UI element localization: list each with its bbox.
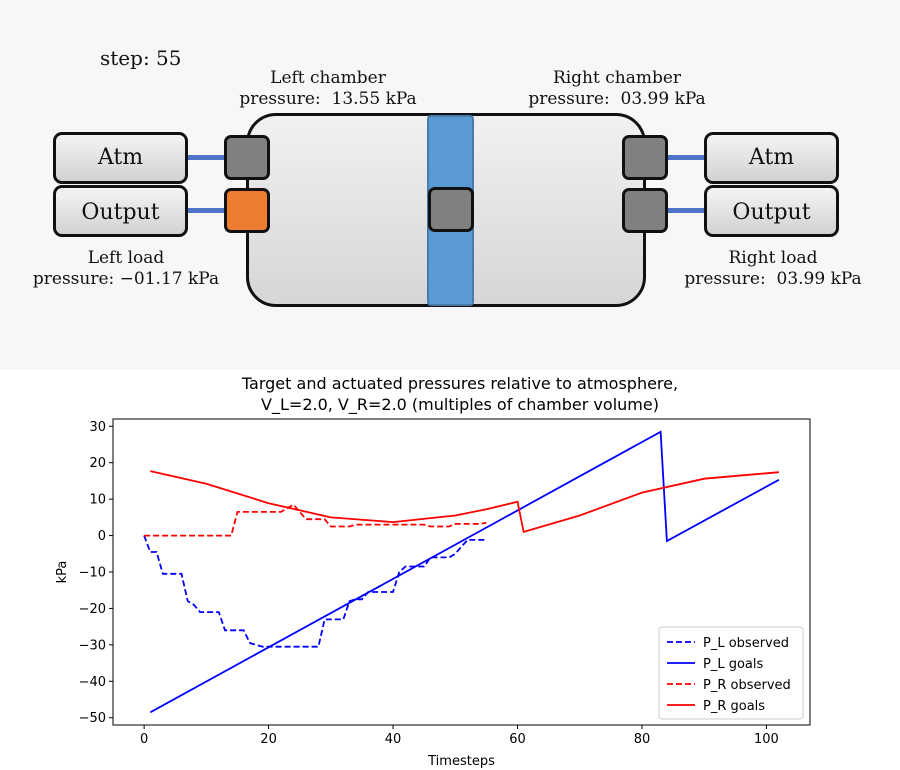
y-tick-label: 0	[98, 529, 106, 544]
left-atm-box: Atm	[53, 132, 188, 184]
y-tick-label: −50	[79, 711, 106, 726]
right-atm-pipe	[666, 155, 706, 160]
series-line-p_r-goals	[150, 470, 779, 534]
left-output-pipe	[186, 208, 226, 213]
legend-box	[658, 626, 804, 720]
right-chamber-pressure: Right chamber pressure: 03.99 kPa	[528, 68, 706, 109]
pressure-chart: Target and actuated pressures relative t…	[55, 374, 811, 769]
right-output-box: Output	[704, 185, 839, 237]
x-tick-label: 60	[509, 732, 526, 747]
right-atm-box: Atm	[704, 132, 839, 184]
y-tick-label: −20	[79, 602, 106, 617]
step-counter: step: 55	[100, 46, 182, 70]
right-atm-valve	[622, 135, 668, 180]
y-axis-label: kPa	[55, 561, 70, 584]
legend-label: P_L goals	[703, 657, 763, 672]
left-output-valve-active	[224, 188, 270, 233]
y-tick-label: −10	[79, 566, 106, 581]
legend-label: P_R goals	[703, 699, 765, 714]
piston-center-block	[428, 187, 474, 232]
right-load-pressure: Right load pressure: 03.99 kPa	[684, 248, 862, 289]
y-tick-label: 30	[89, 420, 106, 435]
x-tick-label: 80	[634, 732, 651, 747]
chart-title-line: Target and actuated pressures relative t…	[241, 374, 678, 393]
right-output-valve	[622, 188, 668, 233]
series-line-p_l-goals	[149, 430, 780, 714]
legend-label: P_L observed	[703, 636, 789, 651]
x-tick-label: 20	[260, 732, 277, 747]
legend-label: P_R observed	[703, 678, 791, 693]
y-tick-label: −40	[79, 675, 106, 690]
series-line-p_r-observed	[144, 503, 487, 537]
simulation-panel: step: 55 Left chamber pressure: 13.55 kP…	[0, 0, 900, 370]
y-tick-label: 10	[89, 493, 106, 508]
series-line-p_l-observed	[143, 535, 487, 648]
y-tick-label: 20	[89, 456, 106, 471]
x-tick-label: 100	[754, 732, 779, 747]
left-chamber-pressure: Left chamber pressure: 13.55 kPa	[239, 68, 417, 109]
left-output-box: Output	[53, 185, 188, 237]
x-tick-label: 40	[385, 732, 402, 747]
right-output-pipe	[666, 208, 706, 213]
x-axis-label: Timesteps	[427, 754, 495, 769]
left-load-pressure: Left load pressure: −01.17 kPa	[32, 248, 220, 289]
chart-title-line: V_L=2.0, V_R=2.0 (multiples of chamber v…	[261, 395, 659, 415]
left-atm-valve	[224, 135, 270, 180]
x-tick-label: 0	[140, 732, 148, 747]
y-tick-label: −30	[79, 638, 106, 653]
left-atm-pipe	[186, 155, 226, 160]
